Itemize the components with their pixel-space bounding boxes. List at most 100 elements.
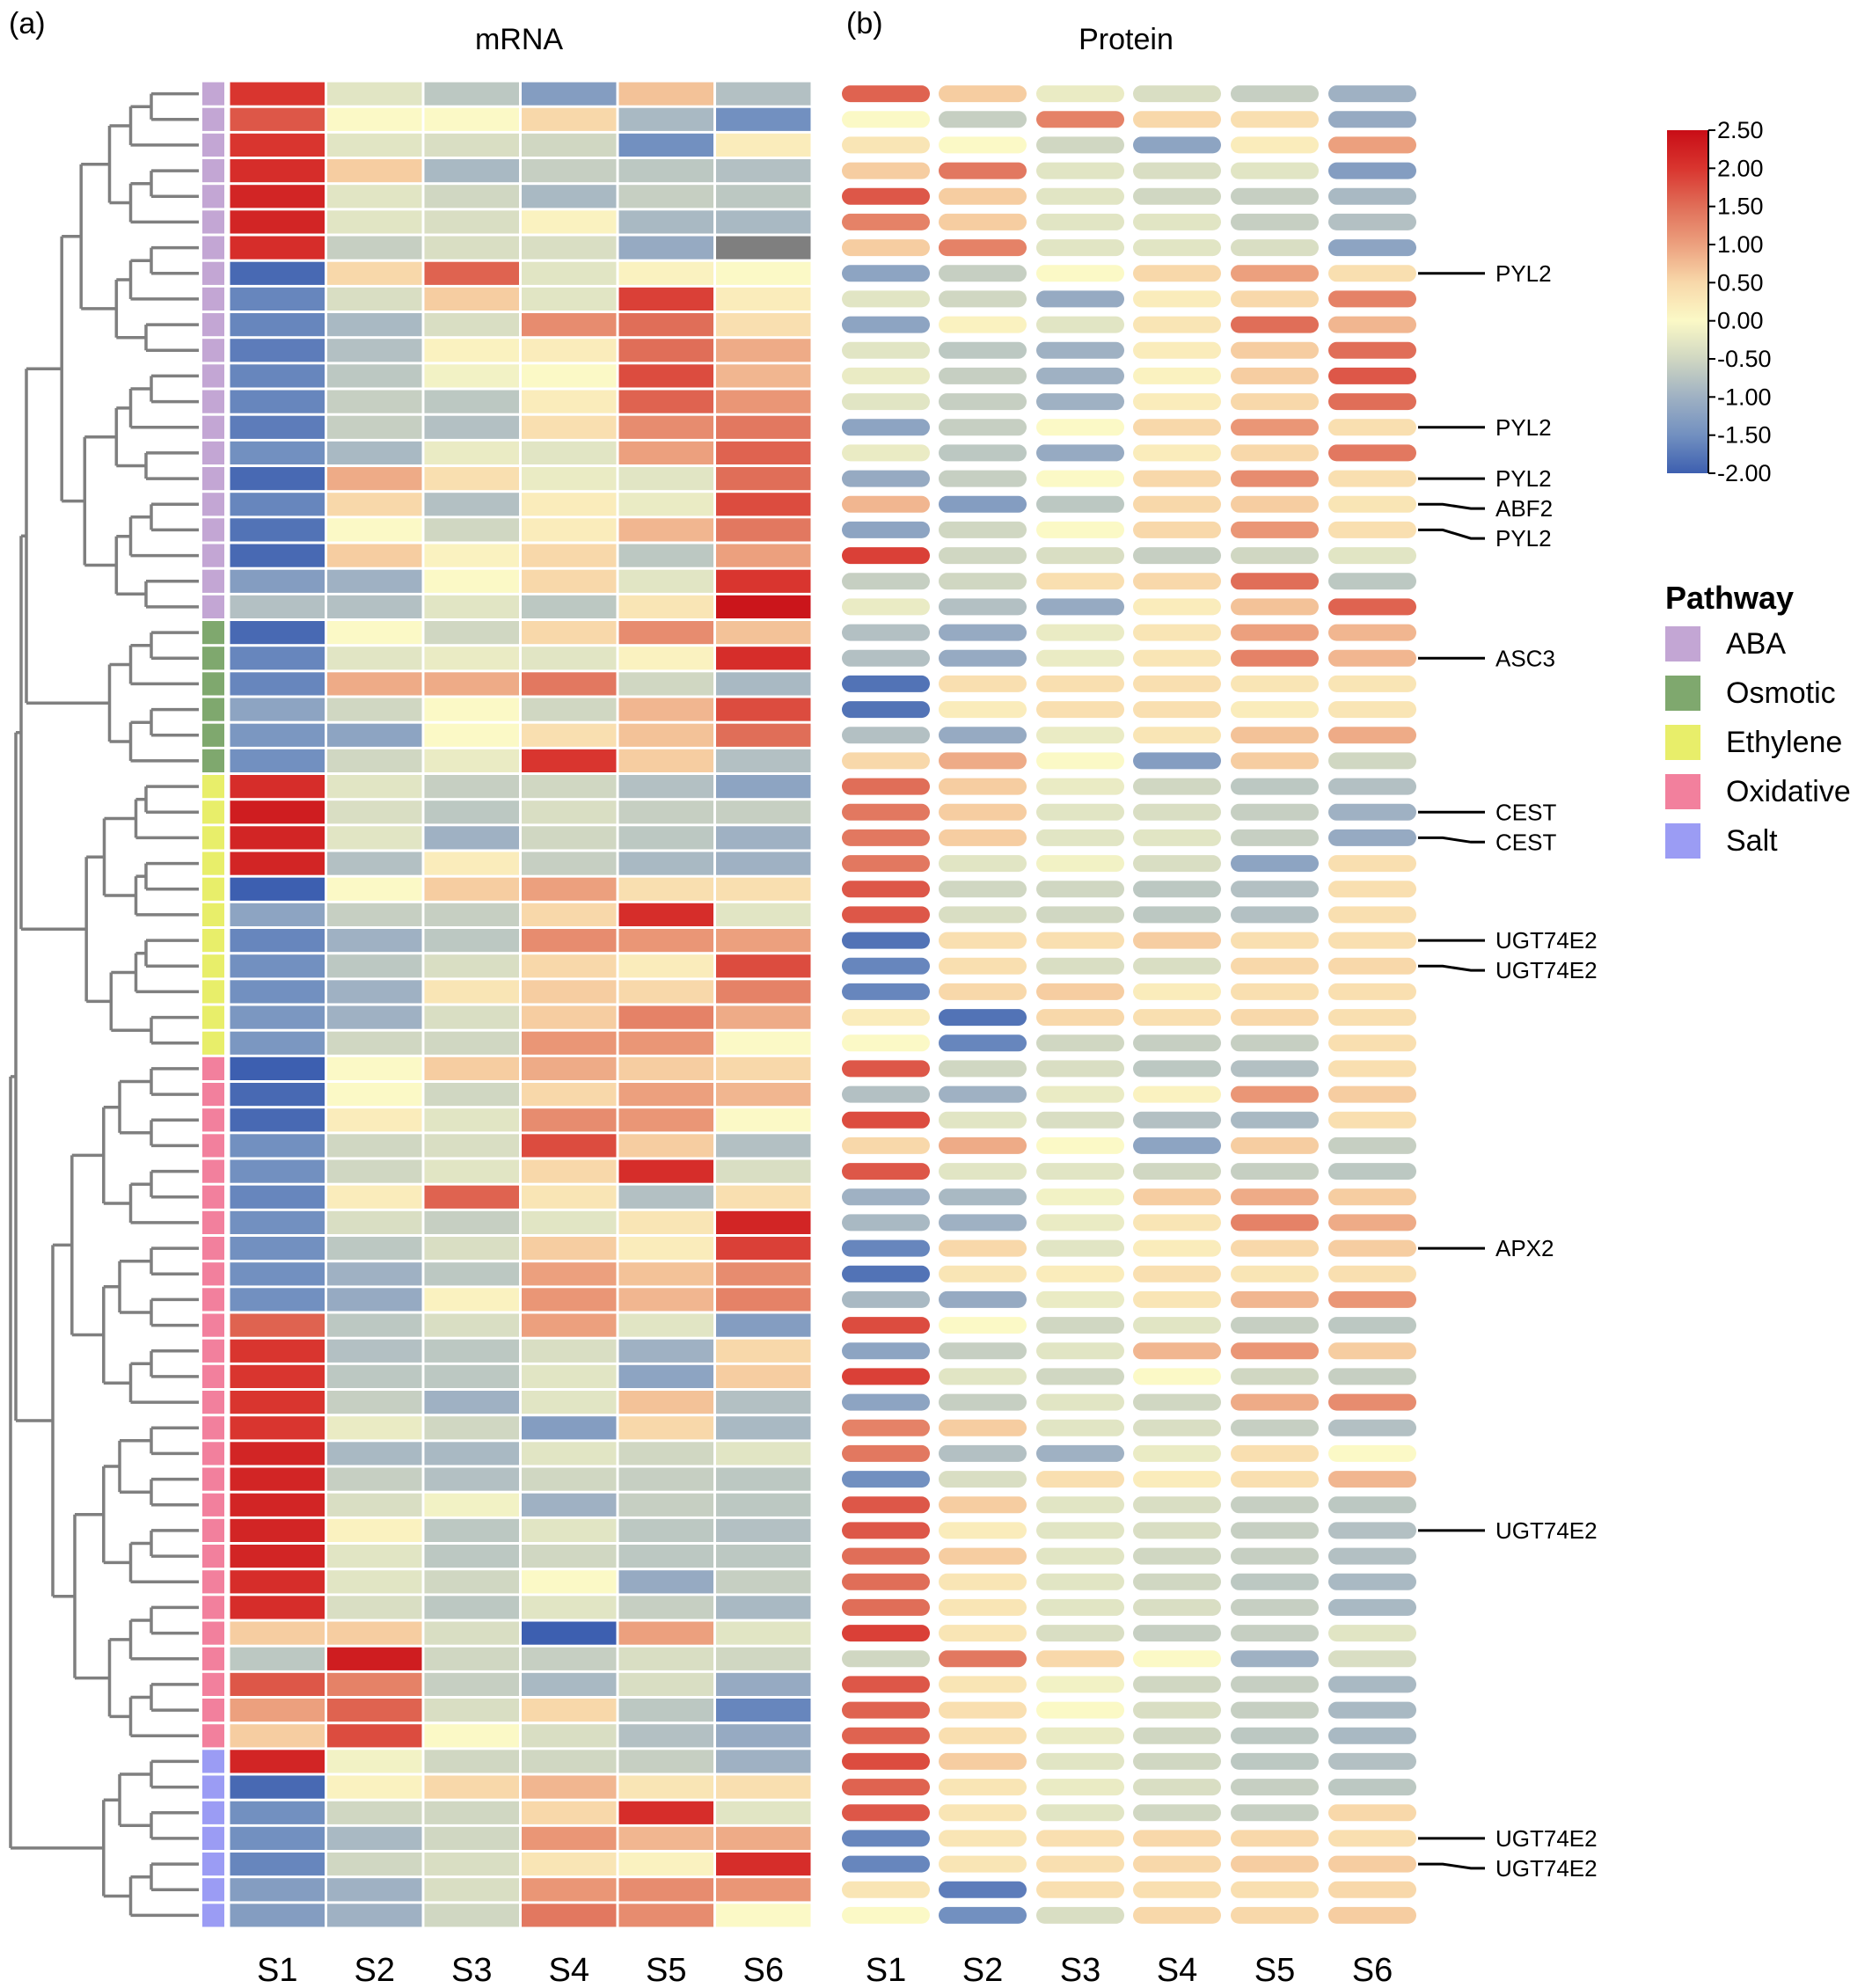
pathway-cell bbox=[202, 595, 224, 618]
protein-cell bbox=[1133, 829, 1221, 846]
mrna-cell bbox=[424, 1672, 519, 1696]
protein-cell bbox=[1231, 573, 1319, 590]
mrna-cell bbox=[522, 929, 617, 953]
mrna-cell bbox=[327, 1005, 422, 1029]
protein-cell bbox=[1036, 1830, 1124, 1847]
protein-cell bbox=[842, 829, 930, 846]
legend-swatch bbox=[1665, 774, 1700, 809]
protein-sample-label: S5 bbox=[1254, 1952, 1295, 1988]
mrna-cell bbox=[327, 1699, 422, 1722]
pathway-cell bbox=[202, 775, 224, 799]
mrna-cell bbox=[522, 1878, 617, 1902]
mrna-cell bbox=[522, 1237, 617, 1261]
pathway-cell bbox=[202, 569, 224, 593]
mrna-cell bbox=[618, 313, 713, 337]
colorbar-tick-label: -1.50 bbox=[1717, 422, 1772, 449]
protein-cell bbox=[1036, 675, 1124, 692]
mrna-cell bbox=[716, 1570, 811, 1594]
protein-cell bbox=[842, 341, 930, 359]
protein-cell bbox=[1133, 495, 1221, 513]
row-label: UGT74E2 bbox=[1495, 1855, 1598, 1882]
mrna-cell bbox=[230, 1724, 325, 1748]
mrna-cell bbox=[424, 493, 519, 516]
protein-cell bbox=[842, 1881, 930, 1898]
mrna-cell bbox=[327, 1672, 422, 1696]
panel-a-label: (a) bbox=[9, 7, 46, 40]
mrna-cell bbox=[327, 1826, 422, 1850]
protein-cell bbox=[939, 1111, 1027, 1129]
mrna-cell bbox=[327, 210, 422, 234]
mrna-cell bbox=[716, 954, 811, 978]
mrna-cell bbox=[618, 1699, 713, 1722]
protein-cell bbox=[1231, 1239, 1319, 1257]
mrna-cell bbox=[522, 1518, 617, 1542]
pathway-cell bbox=[202, 647, 224, 670]
protein-cell bbox=[1231, 1342, 1319, 1360]
protein-cell bbox=[1036, 624, 1124, 641]
mrna-cell bbox=[327, 107, 422, 131]
protein-cell bbox=[1231, 675, 1319, 692]
mrna-cell bbox=[424, 236, 519, 259]
protein-cell bbox=[939, 881, 1027, 898]
mrna-cell bbox=[618, 1750, 713, 1773]
mrna-cell bbox=[424, 1134, 519, 1158]
mrna-cell bbox=[424, 1518, 519, 1542]
mrna-cell bbox=[522, 647, 617, 670]
pathway-cell bbox=[202, 1570, 224, 1594]
colorbar-tick-label: -1.00 bbox=[1717, 384, 1772, 410]
pathway-cell bbox=[202, 185, 224, 208]
protein-cell bbox=[939, 752, 1027, 770]
protein-cell bbox=[939, 803, 1027, 821]
protein-cell bbox=[1036, 85, 1124, 103]
mrna-cell bbox=[716, 980, 811, 1004]
protein-cell bbox=[842, 752, 930, 770]
mrna-cell bbox=[522, 826, 617, 850]
protein-cell bbox=[842, 1317, 930, 1334]
mrna-cell bbox=[230, 1056, 325, 1080]
mrna-cell bbox=[327, 647, 422, 670]
mrna-cell bbox=[424, 1570, 519, 1594]
mrna-cell bbox=[424, 1056, 519, 1080]
protein-cell bbox=[1231, 803, 1319, 821]
protein-cell bbox=[1231, 213, 1319, 230]
legend-label: ABA bbox=[1726, 627, 1786, 661]
pathway-cell bbox=[202, 800, 224, 824]
protein-cell bbox=[1133, 1855, 1221, 1873]
mrna-cell bbox=[230, 159, 325, 183]
mrna-cell bbox=[230, 1853, 325, 1876]
protein-cell bbox=[1328, 1779, 1416, 1796]
row-label: PYL2 bbox=[1495, 465, 1552, 492]
mrna-cell bbox=[424, 1775, 519, 1799]
mrna-cell bbox=[716, 390, 811, 413]
protein-cell bbox=[842, 213, 930, 230]
protein-cell bbox=[1036, 829, 1124, 846]
mrna-cell bbox=[716, 467, 811, 491]
mrna-cell bbox=[327, 1159, 422, 1183]
protein-cell bbox=[842, 649, 930, 667]
mrna-cell bbox=[327, 1134, 422, 1158]
protein-cell bbox=[1328, 881, 1416, 898]
pathway-cell bbox=[202, 1878, 224, 1902]
protein-cell bbox=[939, 521, 1027, 538]
mrna-cell bbox=[522, 1159, 617, 1183]
mrna-cell bbox=[522, 1134, 617, 1158]
mrna-cell bbox=[716, 621, 811, 645]
mrna-cell bbox=[327, 800, 422, 824]
protein-cell bbox=[1036, 1881, 1124, 1898]
protein-cell bbox=[1133, 547, 1221, 565]
pathway-cell bbox=[202, 415, 224, 439]
mrna-cell bbox=[522, 1904, 617, 1927]
pathway-cell bbox=[202, 1005, 224, 1029]
protein-cell bbox=[1231, 1701, 1319, 1719]
protein-cell bbox=[1133, 1906, 1221, 1924]
protein-cell bbox=[939, 1598, 1027, 1616]
mrna-cell bbox=[618, 1313, 713, 1337]
protein-cell bbox=[1133, 1727, 1221, 1744]
mrna-cell bbox=[327, 236, 422, 259]
protein-cell bbox=[1133, 1111, 1221, 1129]
mrna-cell bbox=[618, 1159, 713, 1183]
protein-cell bbox=[1231, 367, 1319, 384]
mrna-cell bbox=[618, 954, 713, 978]
mrna-cell bbox=[716, 339, 811, 362]
mrna-cell bbox=[716, 1467, 811, 1491]
